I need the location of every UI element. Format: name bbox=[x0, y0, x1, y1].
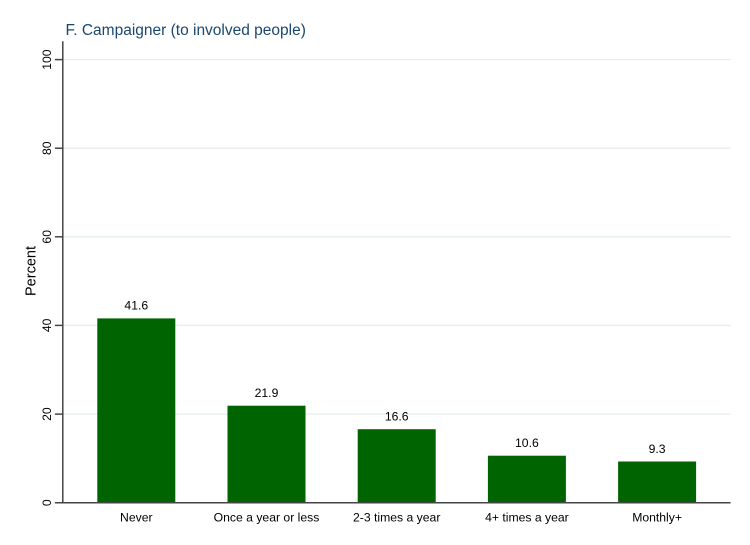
svg-text:F. Campaigner (to involved peo: F. Campaigner (to involved people) bbox=[66, 22, 306, 39]
svg-text:2-3 times a year: 2-3 times a year bbox=[353, 511, 440, 525]
svg-text:0: 0 bbox=[40, 499, 54, 506]
svg-text:Never: Never bbox=[120, 511, 153, 525]
svg-text:10.6: 10.6 bbox=[515, 436, 539, 450]
svg-text:9.3: 9.3 bbox=[649, 442, 666, 456]
svg-text:16.6: 16.6 bbox=[385, 410, 409, 424]
svg-text:Once a year or less: Once a year or less bbox=[214, 511, 320, 525]
svg-text:60: 60 bbox=[40, 230, 54, 244]
svg-text:80: 80 bbox=[40, 141, 54, 155]
svg-text:40: 40 bbox=[40, 318, 54, 332]
svg-text:4+ times a year: 4+ times a year bbox=[485, 511, 569, 525]
svg-text:Monthly+: Monthly+ bbox=[632, 511, 682, 525]
svg-text:20: 20 bbox=[40, 407, 54, 421]
svg-text:Percent: Percent bbox=[23, 246, 39, 296]
svg-text:41.6: 41.6 bbox=[124, 299, 148, 313]
svg-text:21.9: 21.9 bbox=[255, 386, 279, 400]
svg-text:100: 100 bbox=[40, 49, 54, 70]
